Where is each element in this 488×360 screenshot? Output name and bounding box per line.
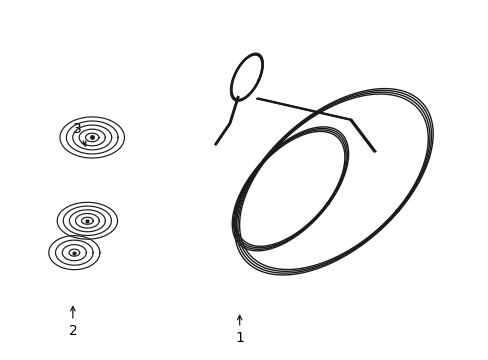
Text: 3: 3 [73, 122, 86, 146]
Text: 1: 1 [235, 315, 244, 345]
Text: 2: 2 [68, 306, 77, 338]
